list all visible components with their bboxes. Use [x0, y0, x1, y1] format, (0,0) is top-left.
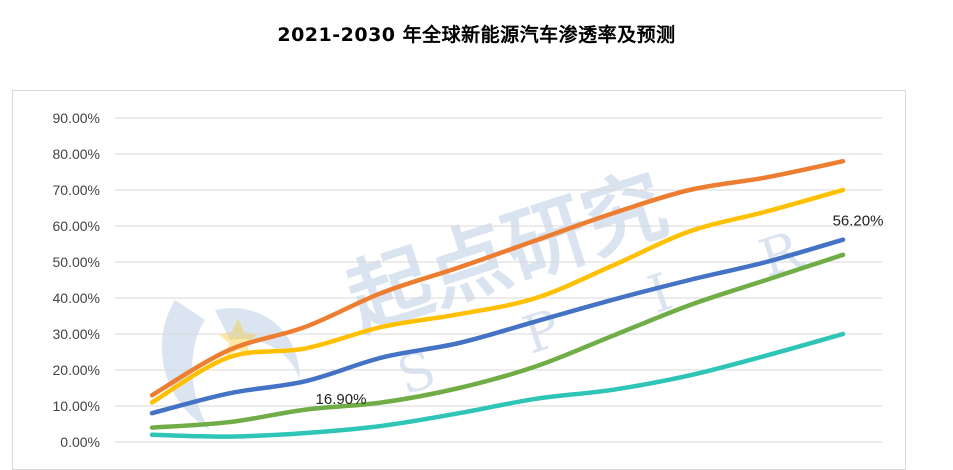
series-line-4	[149, 252, 846, 430]
data-label: 56.20%	[833, 213, 884, 230]
y-tick-label: 0.00%	[60, 434, 100, 449]
y-tick-label: 20.00%	[53, 362, 100, 378]
watermark-star-icon	[218, 318, 258, 357]
y-tick-label: 80.00%	[53, 146, 100, 162]
line-chart: 起点研究 S P I R 0.00%10.00%20.00%30.00%40.0…	[53, 110, 884, 449]
y-axis: 0.00% 10.00% 20.00% 30.00% 40.00% 50.00% 60.00…	[53, 110, 100, 449]
y-tick-label: 50.00%	[53, 254, 100, 270]
y-tick-label: 90.00%	[53, 110, 100, 126]
series-line-2	[149, 187, 846, 405]
chart-title: 2021-2030 年全球新能源汽车渗透率及预测	[277, 24, 676, 46]
y-tick-label: 10.00%	[53, 398, 100, 414]
series-line-1	[149, 158, 846, 398]
series-lines	[149, 158, 846, 439]
y-tick-label: 60.00%	[53, 218, 100, 234]
y-tick-label: 30.00%	[53, 326, 100, 342]
series-line-3	[149, 237, 846, 416]
y-tick-label: 40.00%	[53, 290, 100, 306]
series-line-5	[149, 331, 846, 439]
data-labels: 16.90% 56.20%	[316, 213, 884, 408]
y-tick-label: 70.00%	[53, 182, 100, 198]
data-label: 16.90%	[316, 391, 367, 408]
watermark-logo-icon	[161, 300, 300, 430]
